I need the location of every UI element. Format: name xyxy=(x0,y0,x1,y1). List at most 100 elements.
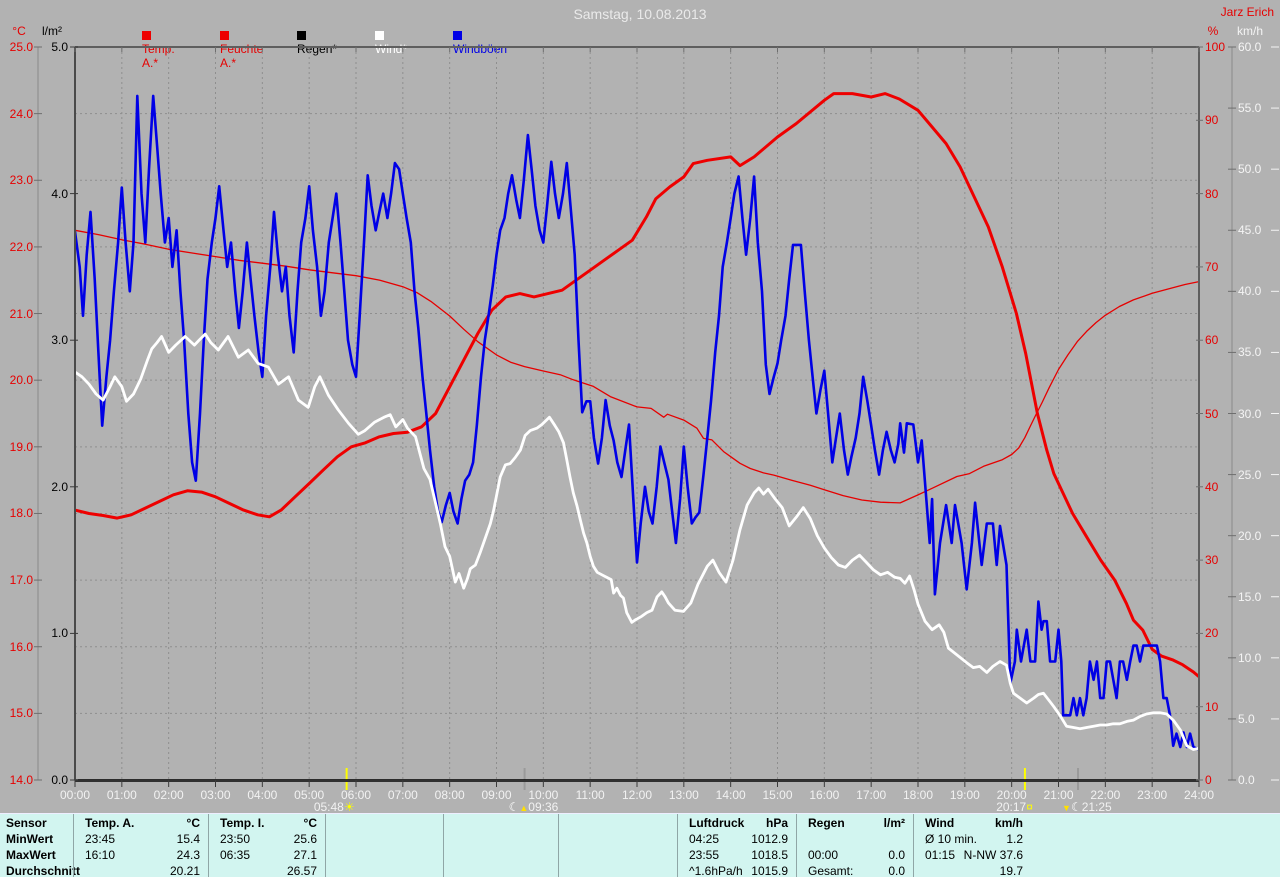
wind-tick-label: 45.0 xyxy=(1238,223,1262,238)
legend-item-temp-a-: Temp. A.* xyxy=(142,28,175,70)
moon-icon: ☾ xyxy=(508,800,520,814)
summary-table: Sensor MinWert MaxWert Durchschnitt Temp. A.… xyxy=(0,813,1280,878)
wind-tick-label: 0.0 xyxy=(1238,773,1255,787)
sunset-time-label: 20:17 xyxy=(996,800,1027,814)
table-cell-value: 20.21 xyxy=(169,864,200,878)
legend-swatch xyxy=(453,31,462,40)
humidity-tick-label: 100 xyxy=(1205,40,1226,54)
legend-item-wind-: Wind* xyxy=(375,28,407,56)
chart-plot-area[interactable] xyxy=(0,0,1280,813)
temp-tick-label: 24.0 xyxy=(9,106,33,121)
table-cell-time: 01:15 xyxy=(925,848,956,862)
x-axis-label: 09:00 xyxy=(481,788,512,802)
bottom-strip xyxy=(0,877,1280,881)
series-feuchte-a- xyxy=(75,229,1199,504)
table-cell-time: Ø 10 min. xyxy=(925,832,978,846)
humidity-tick-label: 80 xyxy=(1205,186,1219,201)
sunset-annotation: 20:17¤ xyxy=(983,801,1033,813)
table-cell-time: Gesamt: xyxy=(808,864,854,878)
table-cell-value: 25.6 xyxy=(293,832,317,846)
table-col-header: Temp. I. xyxy=(220,816,265,830)
x-axis-label: 13:00 xyxy=(668,788,699,802)
moonset-time-label: 21:25 xyxy=(1081,800,1112,814)
table-col-header: Temp. A. xyxy=(85,816,135,830)
humidity-tick-label: 0 xyxy=(1205,773,1212,787)
table-cell-value: 19.7 xyxy=(999,864,1023,878)
moon-icon: ☾ xyxy=(1070,800,1082,814)
temp-tick-label: 15.0 xyxy=(9,706,33,721)
author-label: Jarz Erich xyxy=(1220,5,1274,19)
series-windb-en xyxy=(75,94,1199,751)
humidity-tick-label: 20 xyxy=(1205,626,1219,641)
x-axis-label: 11:00 xyxy=(575,788,605,802)
axis-unit-temp-label: °C xyxy=(12,24,26,38)
x-axis-label: 18:00 xyxy=(902,788,934,802)
rain-tick-label: 0.0 xyxy=(51,773,68,787)
table-divider xyxy=(677,814,678,878)
x-axis-label: 17:00 xyxy=(856,788,887,802)
wind-tick-label: 50.0 xyxy=(1238,162,1262,177)
table-row-label: MinWert xyxy=(6,832,54,846)
table-cell-value: 0.0 xyxy=(888,848,905,862)
humidity-tick-label: 90 xyxy=(1205,113,1219,128)
legend-swatch xyxy=(142,31,151,40)
sunrise-time-label: 05:48 xyxy=(313,800,344,814)
axis-unit-humidity-label: % xyxy=(1207,24,1219,38)
moonrise-annotation: ☾▲09:36 xyxy=(509,801,559,814)
table-divider xyxy=(73,814,74,878)
table-cell-value: 1015.9 xyxy=(751,864,788,878)
x-axis-label: 03:00 xyxy=(200,788,231,802)
wind-tick-label: 40.0 xyxy=(1238,284,1262,299)
x-axis-label: 12:00 xyxy=(621,788,653,802)
x-axis-label: 21:00 xyxy=(1043,788,1074,802)
wind-tick-label: 55.0 xyxy=(1238,101,1262,116)
humidity-tick-label: 40 xyxy=(1205,479,1219,494)
x-axis-label: 16:00 xyxy=(809,788,840,802)
x-axis-label: 20:00 xyxy=(996,788,1027,802)
table-row-label: Durchschnitt xyxy=(6,864,81,878)
table-cell-value: 1018.5 xyxy=(751,848,788,862)
legend-swatch xyxy=(375,31,384,40)
table-divider xyxy=(208,814,209,878)
table-cell-value: 15.4 xyxy=(176,832,200,846)
x-axis-label: 06:00 xyxy=(340,788,372,802)
x-axis-label: 22:00 xyxy=(1090,788,1121,802)
x-axis-label: 15:00 xyxy=(762,788,793,802)
table-divider xyxy=(796,814,797,878)
table-divider xyxy=(913,814,914,878)
wind-tick-label: 20.0 xyxy=(1238,528,1262,543)
legend-label: Windböen xyxy=(453,42,508,56)
table-col-unit: °C xyxy=(303,816,317,830)
table-cell-time: 00:00 xyxy=(808,848,839,862)
humidity-tick-label: 10 xyxy=(1205,699,1219,714)
table-divider xyxy=(325,814,326,878)
wind-tick-label: 35.0 xyxy=(1238,345,1262,360)
table-col-header: Wind xyxy=(925,816,955,830)
table-col-unit: l/m² xyxy=(883,816,905,830)
wind-tick-label: 15.0 xyxy=(1238,589,1262,604)
table-col-unit: km/h xyxy=(994,816,1023,830)
axis-unit-wind-label: km/h xyxy=(1236,24,1263,38)
wind-tick-label: 5.0 xyxy=(1238,711,1255,726)
legend-swatch xyxy=(220,31,229,40)
x-axis-label: 14:00 xyxy=(715,788,746,802)
table-col-header: Regen xyxy=(808,816,845,830)
x-axis-label: 23:00 xyxy=(1137,788,1168,802)
table-divider xyxy=(558,814,559,878)
temp-tick-label: 18.0 xyxy=(9,506,33,521)
page-title: Samstag, 10.08.2013 xyxy=(573,6,707,22)
humidity-tick-label: 30 xyxy=(1205,553,1219,568)
table-cell-time: 04:25 xyxy=(689,832,720,846)
wind-tick-label: 10.0 xyxy=(1238,650,1262,665)
curves-layer xyxy=(75,92,1199,781)
x-axis-label: 02:00 xyxy=(153,788,184,802)
temp-tick-label: 22.0 xyxy=(9,239,33,254)
temp-tick-label: 21.0 xyxy=(9,306,33,321)
table-divider xyxy=(443,814,444,878)
table-col-header: Luftdruck xyxy=(689,816,745,830)
humidity-tick-label: 70 xyxy=(1205,259,1219,274)
legend-label: Wind* xyxy=(375,42,408,56)
arrow-down-icon: ▼ xyxy=(1062,803,1071,813)
legend-swatch xyxy=(297,31,306,40)
